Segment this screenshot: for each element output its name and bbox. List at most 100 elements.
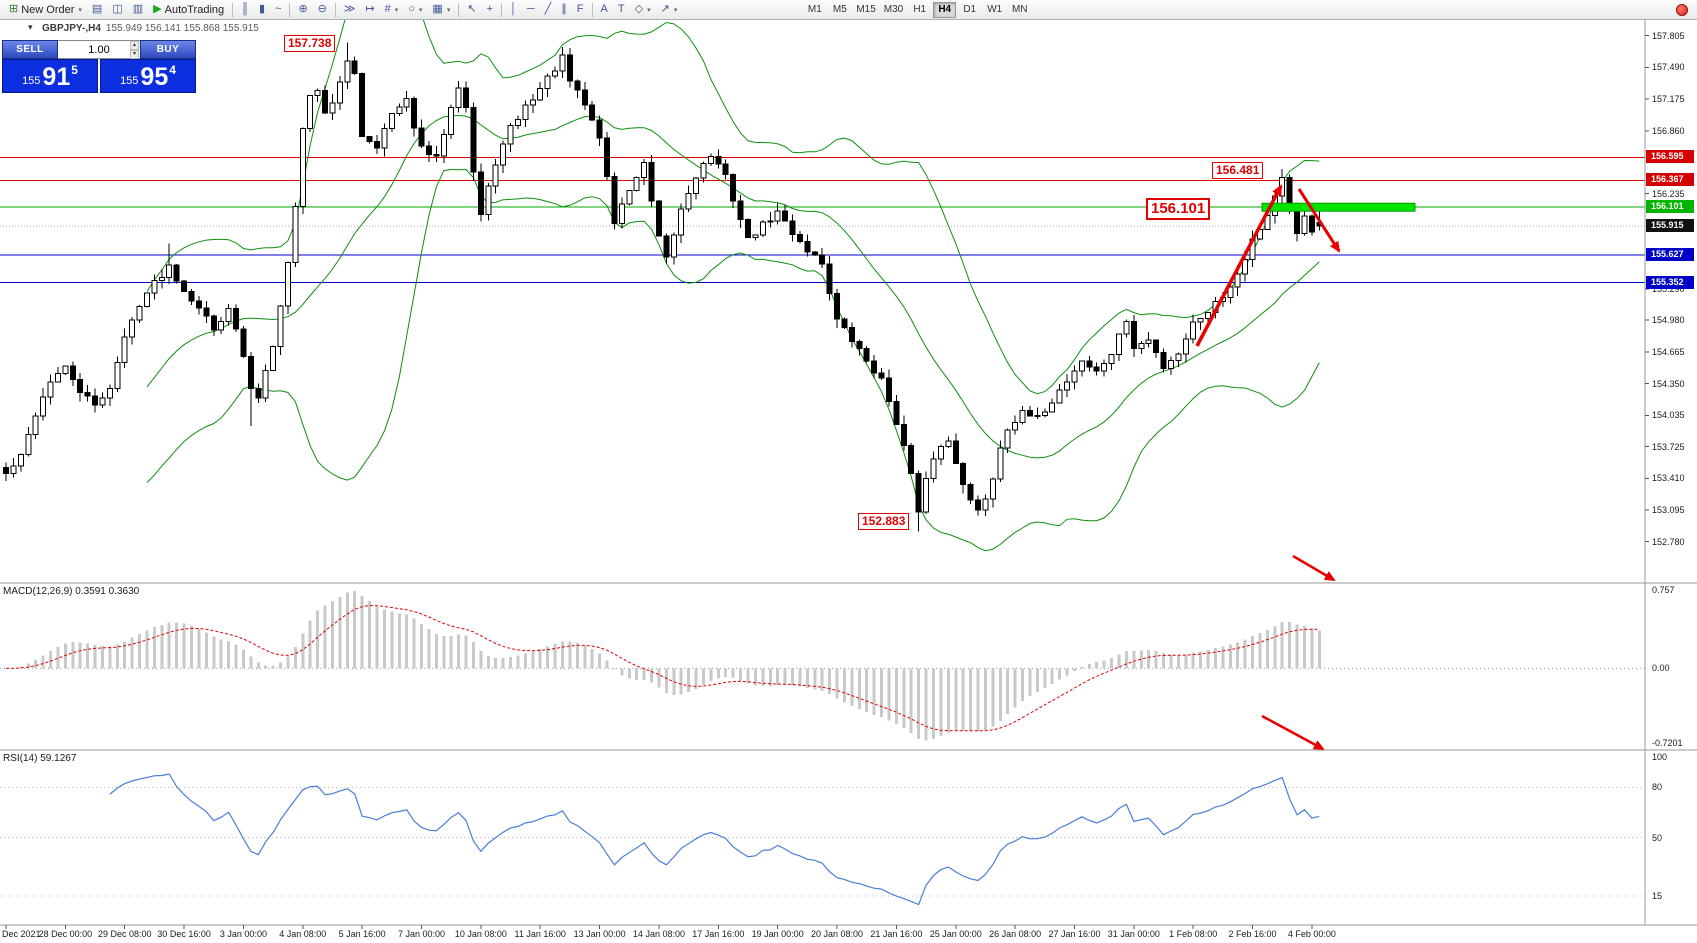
toolbar-separator <box>458 2 460 17</box>
price-annotation-156481[interactable]: 156.481 <box>1212 162 1264 179</box>
timeframe-m30-button[interactable]: M30 <box>883 4 904 15</box>
sell-price-prefix: 155 <box>22 75 41 87</box>
navigator-icon-glyph-icon: ▥ <box>132 3 144 15</box>
candlestick-mode-icon[interactable]: ▮ <box>254 1 270 18</box>
time-axis[interactable] <box>0 925 1645 943</box>
caret-down-icon: ▾ <box>446 6 451 14</box>
auto-scroll-icon[interactable]: ≫ <box>339 1 361 18</box>
equidistant-channel-icon-glyph-icon: ∥ <box>561 3 567 15</box>
lot-increase-icon[interactable]: ▴ <box>129 40 139 50</box>
timeframe-mn-button[interactable]: MN <box>1011 4 1028 15</box>
one-click-collapse-icon[interactable]: ▾ <box>28 22 33 32</box>
market-watch-icon[interactable]: ▤ <box>87 1 107 18</box>
caret-down-icon: ▾ <box>673 6 678 14</box>
panel-frame <box>0 20 1697 929</box>
label-tool-icon[interactable]: T <box>613 1 630 18</box>
autotrading-button-label: AutoTrading <box>164 3 225 16</box>
bollinger-middle-band <box>146 114 1320 459</box>
shapes-tool-icon[interactable]: ◇ ▾ <box>630 1 656 18</box>
timeframe-m5-button[interactable]: M5 <box>832 4 847 15</box>
toolbar-separator <box>591 2 593 17</box>
price-annotation-156101[interactable]: 156.101 <box>1146 198 1211 220</box>
trendline-icon[interactable]: ╱ <box>540 1 557 18</box>
timeframe-d1-button[interactable]: D1 <box>963 4 977 15</box>
vertical-line-icon-glyph-icon: │ <box>510 3 517 15</box>
timeframe-m15-button[interactable]: M15 <box>856 4 876 15</box>
periods-icon-glyph-icon: ○ <box>408 3 415 15</box>
price-annotation-152883[interactable]: 152.883 <box>858 513 910 530</box>
ohlc-values: 155.949 156.141 155.868 155.915 <box>105 23 259 34</box>
one-click-trading-panel: SELL 1.00 ▴ ▾ BUY 155 91 5 155 95 4 <box>2 40 196 93</box>
rsi-indicator-label: RSI(14) 59.1267 <box>3 753 77 764</box>
sell-price-display[interactable]: 155 91 5 <box>2 59 98 93</box>
data-window-icon[interactable]: ◫ <box>107 1 127 18</box>
horizontal-line-icon-glyph-icon: ─ <box>526 3 535 15</box>
sell-price-big: 91 <box>42 63 71 91</box>
line-chart-mode-icon[interactable]: ~ <box>270 1 286 18</box>
autotrading-button[interactable]: ▶ AutoTrading <box>148 1 229 18</box>
lot-size-value[interactable]: 1.00 <box>88 43 110 56</box>
timeframe-h4-button[interactable]: H4 <box>933 1 957 18</box>
autotrading-glyph-icon: ▶ <box>153 3 162 15</box>
buy-button[interactable]: BUY <box>140 40 196 59</box>
market-watch-icon-glyph-icon: ▤ <box>91 3 103 15</box>
chart-shift-icon[interactable]: ↦ <box>360 1 379 18</box>
buy-price-prefix: 155 <box>120 75 139 87</box>
macd-indicator-label: MACD(12,26,9) 0.3591 0.3630 <box>3 586 140 597</box>
lot-size-field[interactable]: 1.00 ▴ ▾ <box>58 40 140 59</box>
bar-chart-mode-icon[interactable]: ║ <box>236 1 254 18</box>
zoom-out-icon[interactable]: ⊖ <box>313 1 332 18</box>
sell-button[interactable]: SELL <box>2 40 58 59</box>
timeframe-m1-button[interactable]: M1 <box>807 4 822 15</box>
timeframe-w1-button[interactable]: W1 <box>987 4 1003 15</box>
arrows-tool-icon-glyph-icon: ↗ <box>660 3 670 15</box>
text-tool-icon[interactable]: A <box>596 1 613 18</box>
cursor-icon[interactable]: ↖ <box>462 1 481 18</box>
navigator-icon[interactable]: ▥ <box>128 1 148 18</box>
crosshair-icon[interactable]: + <box>482 1 498 18</box>
macd-signal-line <box>5 604 1320 732</box>
fibonacci-icon[interactable]: F <box>572 1 589 18</box>
lot-decrease-icon[interactable]: ▾ <box>129 49 139 59</box>
fibonacci-icon-glyph-icon: F <box>576 3 584 15</box>
zoom-in-icon[interactable]: ⊕ <box>293 1 312 18</box>
buy-price-display[interactable]: 155 95 4 <box>100 59 196 93</box>
bollinger-upper-band <box>146 0 1320 395</box>
caret-down-icon: ▾ <box>394 6 399 14</box>
price-axis[interactable] <box>1645 20 1697 925</box>
buy-price-big: 95 <box>140 63 169 91</box>
support-zone-highlight[interactable] <box>1261 202 1416 212</box>
bollinger-lower-band <box>146 168 1320 552</box>
horizontal-line-icon[interactable]: ─ <box>522 1 540 18</box>
sell-price-pip: 5 <box>71 63 78 77</box>
periods-icon[interactable]: ○ ▾ <box>403 1 427 18</box>
one-click-prices: 155 91 5 155 95 4 <box>2 59 196 93</box>
shapes-tool-icon-glyph-icon: ◇ <box>634 3 644 15</box>
label-tool-icon-glyph-icon: T <box>617 3 625 15</box>
toolbar-separator <box>289 2 291 17</box>
indicators-icon[interactable]: # ▾ <box>380 1 404 18</box>
one-click-controls: SELL 1.00 ▴ ▾ BUY <box>2 40 196 59</box>
auto-scroll-icon-glyph-icon: ≫ <box>343 3 356 15</box>
timeframe-h1-button[interactable]: H1 <box>913 4 927 15</box>
price-annotation-157738[interactable]: 157.738 <box>284 35 336 52</box>
toolbar-separator <box>501 2 502 17</box>
line-chart-mode-icon-glyph-icon: ~ <box>275 3 282 15</box>
cursor-icon-glyph-icon: ↖ <box>467 3 477 15</box>
lot-spinner: ▴ ▾ <box>129 40 139 59</box>
caret-down-icon: ▾ <box>78 6 82 14</box>
equidistant-channel-icon[interactable]: ∥ <box>556 1 572 18</box>
chart-title: GBPJPY-,H4 155.949 156.141 155.868 155.91… <box>42 23 259 34</box>
rsi-line <box>109 773 1320 906</box>
vertical-line-icon[interactable]: │ <box>505 1 522 18</box>
zoom-in-icon-glyph-icon: ⊕ <box>298 3 308 15</box>
buy-price-pip: 4 <box>169 63 176 77</box>
toolbar-separator <box>232 2 234 17</box>
templates-icon[interactable]: ▦ ▾ <box>427 1 455 18</box>
new-order-button[interactable]: ⊞ New Order ▾ <box>4 1 87 18</box>
trend-arrows[interactable] <box>1195 184 1341 751</box>
arrows-tool-icon[interactable]: ↗ ▾ <box>656 1 683 18</box>
data-window-icon-glyph-icon: ◫ <box>112 3 123 15</box>
caret-down-icon: ▾ <box>647 6 651 14</box>
